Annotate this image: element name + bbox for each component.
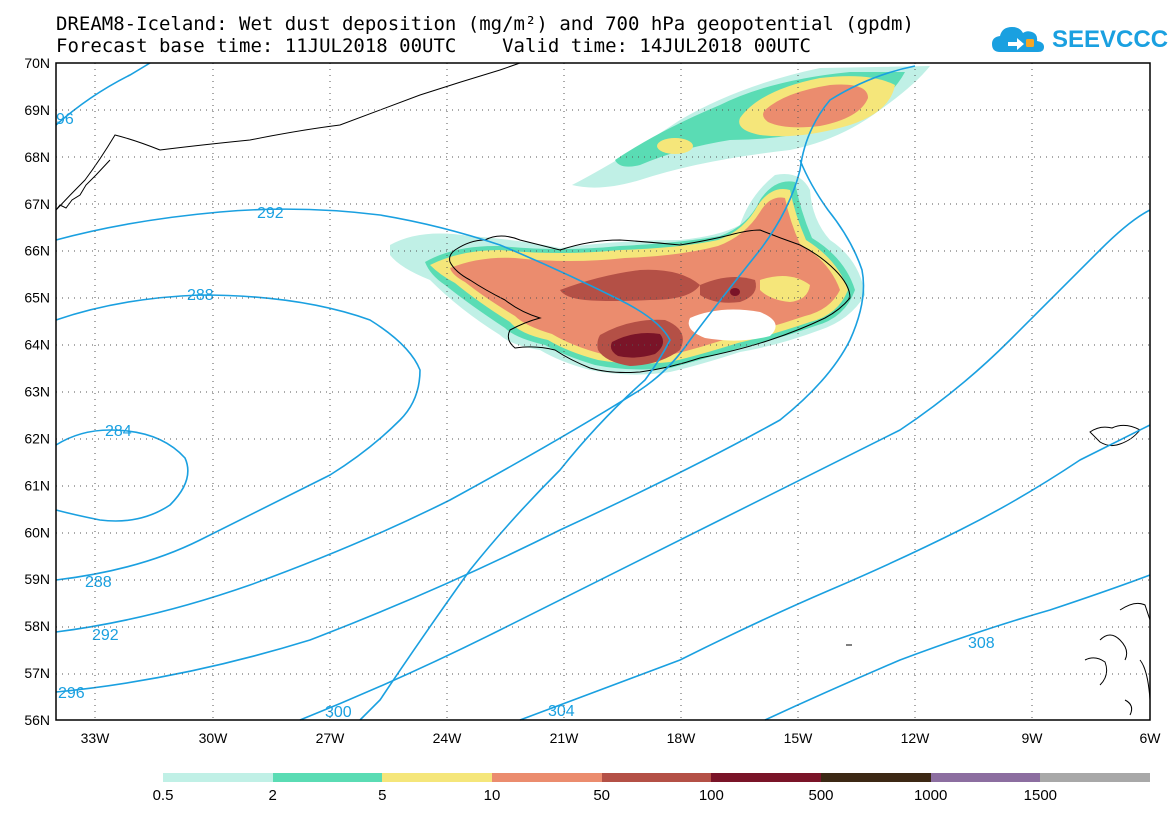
colorbar-label: 50: [593, 787, 610, 804]
latitude-label: 64N: [24, 337, 50, 353]
latitude-label: 61N: [24, 477, 50, 493]
colorbar-labels: 0.5 2 5 10 50 100 500 1000 1500: [0, 787, 1175, 807]
cloud-logo-icon: [992, 27, 1044, 52]
longitude-label: 24W: [433, 730, 463, 746]
colorbar-label: 0.5: [152, 787, 174, 804]
latitude-label: 63N: [24, 384, 50, 400]
colorbar-label: 2: [268, 787, 277, 804]
colorbar: [163, 773, 1151, 782]
colorbar-segment: [821, 773, 931, 782]
colorbar-label: 5: [378, 787, 387, 804]
latitude-label: 58N: [24, 618, 50, 634]
geopotential-contours: [55, 62, 1151, 721]
latitude-label: 60N: [24, 524, 50, 540]
colorbar-segment: [711, 773, 822, 782]
latitude-label: 65N: [24, 290, 50, 306]
latitude-label: 70N: [24, 55, 50, 71]
longitude-label: 15W: [784, 730, 814, 746]
colorbar-segment: [382, 773, 493, 782]
contour-label: 288: [187, 287, 214, 304]
contour-label: 292: [257, 205, 284, 222]
colorbar-segment: [1040, 773, 1151, 782]
graticule: [56, 63, 1150, 720]
map-title-line1: DREAM8-Iceland: Wet dust deposition (mg/…: [56, 13, 914, 35]
longitude-label: 21W: [550, 730, 580, 746]
latitude-label: 59N: [24, 571, 50, 587]
logo-text: SEEVCCC: [1052, 26, 1169, 53]
contour-label: 292: [92, 627, 119, 644]
latitude-label: 62N: [24, 430, 50, 446]
dust-shading-northeast: [572, 66, 930, 188]
colorbar-segment: [272, 773, 383, 782]
colorbar-label: 100: [698, 787, 724, 804]
latitude-label: 57N: [24, 665, 50, 681]
longitude-label: 9W: [1022, 730, 1044, 746]
contour-label: 96: [56, 111, 74, 128]
colorbar-label: 500: [808, 787, 834, 804]
contour-labels: 96 292 288 284 288 292 296 300 304 308: [56, 111, 995, 721]
latitude-label: 66N: [24, 243, 50, 259]
longitude-label: 33W: [81, 730, 111, 746]
colorbar-segment: [492, 773, 602, 782]
latitude-labels: 70N 69N 68N 67N 66N 65N 64N 63N 62N 61N 60N 59N 58N 5…: [24, 55, 50, 728]
contour-label: 304: [548, 703, 575, 720]
seevccc-logo: SEEVCCC: [990, 22, 1168, 58]
colorbar-label: 1000: [913, 787, 948, 804]
latitude-label: 56N: [24, 712, 50, 728]
colorbar-segment: [930, 773, 1041, 782]
latitude-label: 68N: [24, 149, 50, 165]
longitude-labels: 33W 30W 27W 24W 21W 18W 15W 12W 9W 6W: [81, 730, 1162, 746]
longitude-label: 27W: [316, 730, 346, 746]
colorbar-label: 1500: [1023, 787, 1058, 804]
contour-label: 308: [968, 635, 995, 652]
longitude-label: 18W: [667, 730, 697, 746]
colorbar-segment: [601, 773, 712, 782]
plot-frame: [55, 62, 1151, 721]
longitude-label: 30W: [199, 730, 229, 746]
colorbar-segment: [163, 773, 273, 782]
longitude-label: 12W: [901, 730, 931, 746]
contour-label: 288: [85, 574, 112, 591]
longitude-label: 6W: [1140, 730, 1162, 746]
latitude-label: 69N: [24, 102, 50, 118]
contour-label: 300: [325, 704, 352, 721]
colorbar-label: 10: [483, 787, 501, 804]
map-title-line2: Forecast base time: 11JUL2018 00UTC Vali…: [56, 35, 811, 57]
contour-label: 296: [58, 685, 85, 702]
latitude-label: 67N: [24, 196, 50, 212]
contour-label: 284: [105, 423, 132, 440]
